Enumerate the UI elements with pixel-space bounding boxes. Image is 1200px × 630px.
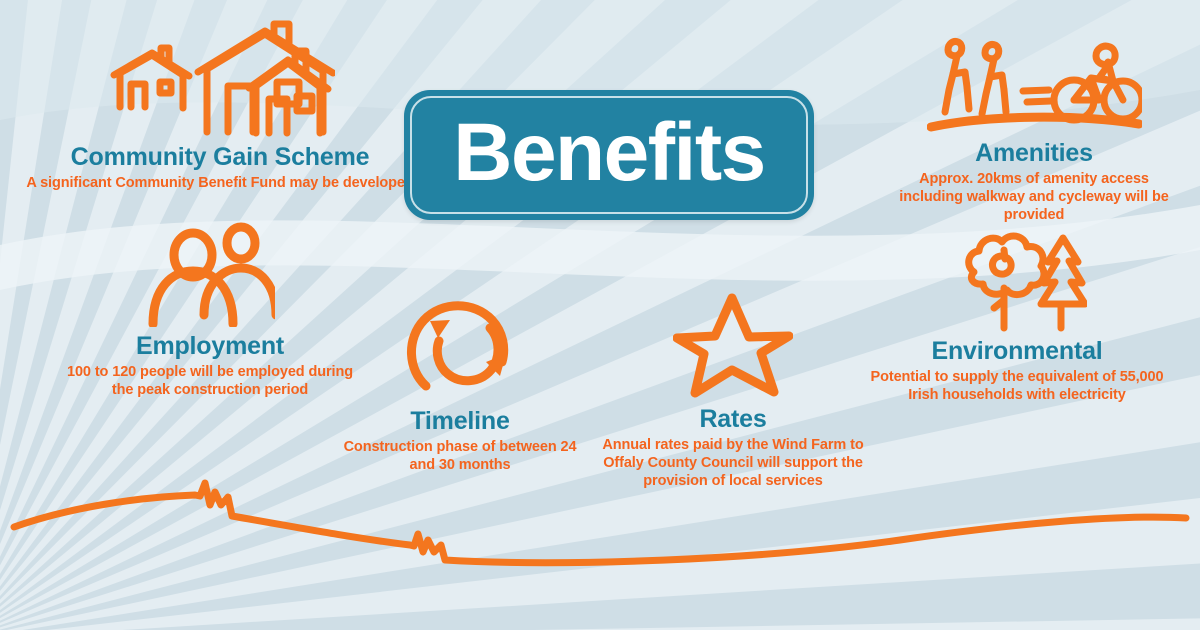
benefit-body-community: A significant Community Benefit Fund may… (26, 175, 414, 192)
trees-icon (965, 232, 1087, 332)
benefit-title-rates: Rates (699, 405, 767, 433)
star-icon (673, 293, 793, 398)
two-people-icon (148, 222, 275, 327)
benefit-body-rates: Annual rates paid by the Wind Farm to Of… (602, 437, 864, 489)
benefit-block-timeline: Timeline Construction phase of between 2… (330, 298, 590, 475)
benefit-block-employment: Employment 100 to 120 people will be emp… (60, 222, 360, 400)
benefit-body-employment: 100 to 120 people will be employed durin… (67, 364, 353, 398)
benefits-badge: Benefits (404, 90, 814, 220)
benefits-badge-inner-border: Benefits (410, 96, 808, 214)
walkers-and-cyclist-icon (926, 38, 1142, 132)
benefit-block-environmental: Environmental Potential to supply the eq… (862, 228, 1172, 405)
benefit-title-community: Community Gain Scheme (70, 143, 370, 171)
benefit-title-timeline: Timeline (410, 407, 510, 435)
benefit-title-environmental: Environmental (931, 337, 1103, 365)
benefit-block-community: Community Gain Scheme A significant Comm… (20, 18, 420, 193)
benefit-body-environmental: Potential to supply the equivalent of 55… (870, 369, 1164, 403)
benefit-block-rates: Rates Annual rates paid by the Wind Farm… (598, 292, 868, 490)
benefit-block-amenities: Amenities Approx. 20kms of amenity acces… (888, 34, 1180, 224)
benefit-title-amenities: Amenities (975, 139, 1093, 167)
benefit-title-employment: Employment (135, 332, 285, 360)
third-house-icon (245, 47, 332, 137)
benefits-badge-label: Benefits (453, 107, 766, 198)
cycle-arrows-icon (407, 301, 509, 391)
benefit-body-amenities: Approx. 20kms of amenity access includin… (899, 171, 1169, 223)
benefit-body-timeline: Construction phase of between 24 and 30 … (343, 439, 577, 473)
